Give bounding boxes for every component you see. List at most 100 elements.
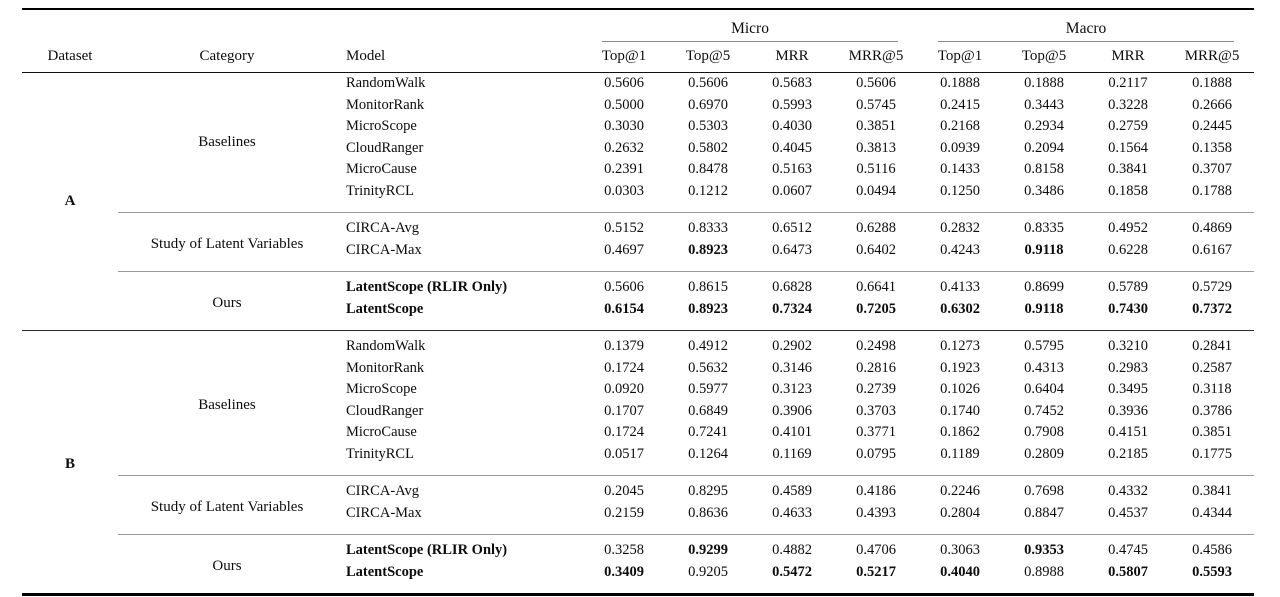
metric-value: 0.9353 — [1002, 534, 1087, 562]
model-name: CIRCA-Avg — [336, 475, 582, 503]
metric-value: 0.5152 — [582, 212, 666, 240]
metric-value: 0.8847 — [1024, 504, 1064, 521]
micro-group-label: Micro — [602, 19, 899, 42]
metric-value: 0.1740 — [940, 402, 980, 419]
table-row: MicroCause 0.2391 0.8478 0.5163 0.5116 0.1433… — [22, 159, 1254, 181]
metric-value: 0.4589 — [750, 475, 834, 503]
table-row: LatentScope 0.6154 0.8923 0.7324 0.7205 0.630… — [22, 299, 1254, 331]
metric-value: 0.1358 — [1192, 139, 1232, 156]
metric-value: 0.2804 — [940, 504, 980, 521]
metric-value: 0.4243 — [940, 241, 980, 258]
metric-value: 0.3841 — [1108, 161, 1148, 177]
metric-value: 0.0303 — [604, 182, 644, 199]
metric-value: 0.8923 — [688, 300, 728, 317]
metric-value: 0.1264 — [688, 445, 728, 462]
table-row: MicroCause 0.1724 0.7241 0.4101 0.3771 0.1862… — [22, 422, 1254, 444]
metric-value: 0.6849 — [688, 402, 728, 419]
model-name: LatentScope (RLIR Only) — [336, 271, 582, 299]
metric-value: 0.3851 — [1192, 424, 1232, 440]
macro-top1-header: Top@1 — [918, 42, 1003, 73]
metric-value: 0.4332 — [1086, 475, 1171, 503]
metric-value: 0.3228 — [1108, 96, 1148, 113]
metric-value: 0.6402 — [856, 241, 896, 258]
metric-value: 0.7430 — [1108, 300, 1148, 317]
metric-value: 0.5789 — [1086, 271, 1171, 299]
metric-value: 0.9205 — [688, 563, 728, 580]
model-name: MonitorRank — [346, 359, 425, 376]
metric-value: 0.5606 — [856, 75, 896, 91]
metric-value: 0.2809 — [1024, 445, 1064, 462]
metric-value: 0.1250 — [940, 182, 980, 199]
metric-value: 0.1858 — [1108, 182, 1148, 199]
metric-value: 0.8158 — [1024, 161, 1064, 177]
metric-value: 0.5745 — [856, 96, 896, 113]
table-row: Study of Latent Variables CIRCA-Avg 0.5152… — [22, 212, 1255, 272]
metric-value: 0.3936 — [1108, 402, 1148, 419]
metric-value: 0.4745 — [1086, 534, 1171, 562]
model-name: CloudRanger — [346, 139, 424, 156]
metric-value: 0.1433 — [940, 161, 980, 177]
metric-value: 0.5303 — [688, 118, 728, 134]
metric-value: 0.5993 — [772, 96, 812, 113]
metric-value: 0.2666 — [1192, 96, 1232, 113]
model-name: RandomWalk — [346, 75, 426, 91]
metric-value: 0.7698 — [1002, 475, 1087, 503]
metric-value: 0.2246 — [918, 475, 1003, 503]
table-row: MicroScope 0.3030 0.5303 0.4030 0.3851 0.2168… — [22, 116, 1254, 138]
model-name: MicroScope — [346, 118, 417, 134]
metric-value: 0.6228 — [1108, 241, 1148, 258]
table-header: Micro Macro Dataset Category Model Top@1… — [22, 9, 1255, 73]
metric-value: 0.0795 — [856, 445, 896, 462]
metric-value: 0.2587 — [1192, 359, 1232, 376]
metric-value: 0.7241 — [688, 424, 728, 440]
metric-value: 0.1775 — [1192, 445, 1232, 462]
metric-value: 0.3841 — [1170, 475, 1255, 503]
model-name: MicroScope — [346, 381, 417, 397]
metric-value: 0.1862 — [940, 424, 980, 440]
model-name: MonitorRank — [346, 96, 425, 113]
table-row: Ours LatentScope (RLIR Only) 0.3258 0.9299 0… — [22, 534, 1255, 595]
metric-value: 0.5795 — [1002, 330, 1087, 358]
metric-value: 0.5000 — [604, 96, 644, 113]
model-name: CIRCA-Max — [346, 504, 422, 521]
metric-value: 0.3123 — [772, 381, 812, 397]
metric-value: 0.3851 — [856, 118, 896, 134]
metric-value: 0.3030 — [604, 118, 644, 134]
model-name: LatentScope — [346, 300, 424, 317]
metric-value: 0.3786 — [1192, 402, 1232, 419]
category-label: Study of Latent Variables — [118, 475, 336, 535]
micro-mrr-header: MRR — [750, 42, 834, 73]
metric-value: 0.2391 — [604, 161, 644, 177]
metric-value: 0.2816 — [856, 359, 896, 376]
metric-value: 0.3486 — [1024, 182, 1064, 199]
micro-top1-header: Top@1 — [582, 42, 666, 73]
metric-value: 0.5606 — [604, 75, 644, 91]
metric-value: 0.4313 — [1024, 359, 1064, 376]
metric-value: 0.3118 — [1192, 381, 1232, 397]
macro-mrr5-header: MRR@5 — [1170, 42, 1255, 73]
metric-value: 0.8478 — [688, 161, 728, 177]
table-row: LatentScope 0.3409 0.9205 0.5472 0.5217 0.404… — [22, 562, 1254, 595]
metric-value: 0.4045 — [772, 139, 812, 156]
metric-value: 0.6512 — [750, 212, 834, 240]
metric-value: 0.2415 — [940, 96, 980, 113]
micro-mrr5-header: MRR@5 — [834, 42, 919, 73]
metric-value: 0.0494 — [856, 182, 896, 199]
metric-value: 0.1724 — [604, 424, 644, 440]
metric-value: 0.2632 — [604, 139, 644, 156]
metric-value: 0.3771 — [856, 424, 896, 440]
metric-value: 0.2739 — [856, 381, 896, 397]
table-body: A Baselines RandomWalk 0.5606 0.5606 0.5683 0.… — [22, 73, 1255, 595]
metric-value: 0.2841 — [1170, 330, 1255, 358]
table-row: TrinityRCL 0.0303 0.1212 0.0607 0.0494 0.1250… — [22, 181, 1254, 213]
metric-value: 0.5593 — [1192, 563, 1232, 580]
micro-group-header: Micro — [582, 9, 918, 42]
metric-value: 0.8636 — [688, 504, 728, 521]
metric-value: 0.8988 — [1024, 563, 1064, 580]
metric-value: 0.1707 — [604, 402, 644, 419]
metric-value: 0.3495 — [1108, 381, 1148, 397]
metric-value: 0.7205 — [856, 300, 896, 317]
metric-value: 0.5977 — [688, 381, 728, 397]
metric-value: 0.6167 — [1192, 241, 1232, 258]
metric-value: 0.4030 — [772, 118, 812, 134]
